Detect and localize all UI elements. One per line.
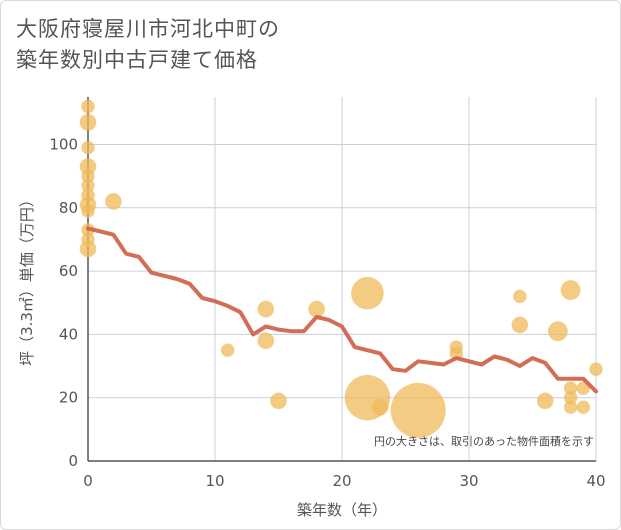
- data-bubble: [589, 362, 603, 376]
- data-bubble: [79, 240, 97, 258]
- data-bubble: [79, 114, 97, 131]
- data-bubble: [563, 400, 578, 414]
- title-line-2: 築年数別中古戸建て価格: [16, 48, 258, 72]
- data-bubble: [560, 280, 581, 300]
- data-bubble: [563, 381, 578, 395]
- data-bubble: [563, 390, 578, 405]
- data-bubble: [221, 343, 235, 357]
- y-tick-label: 80: [59, 199, 78, 217]
- data-bubble: [81, 178, 95, 193]
- y-tick-label: 60: [59, 262, 78, 280]
- data-bubble: [536, 392, 554, 410]
- x-tick-label: 0: [83, 472, 93, 490]
- data-bubble: [351, 276, 384, 310]
- data-bubble: [105, 193, 122, 210]
- data-bubble: [548, 321, 568, 342]
- y-tick-label: 100: [49, 135, 78, 153]
- data-bubble: [371, 398, 389, 416]
- y-tick-label: 0: [68, 452, 78, 470]
- data-bubble: [81, 140, 95, 155]
- y-axis-label: 坪（3.3㎡）単価（万円）: [18, 192, 36, 366]
- x-tick-label: 20: [332, 472, 351, 490]
- chart-title: 大阪府寝屋川市河北中町の 築年数別中古戸建て価格: [16, 14, 280, 76]
- data-bubble: [449, 346, 463, 361]
- y-tick-label: 20: [59, 389, 78, 407]
- data-bubble: [81, 204, 95, 218]
- data-bubble: [511, 316, 529, 334]
- x-tick-label: 10: [205, 472, 224, 490]
- data-bubble: [576, 400, 590, 414]
- data-bubble: [390, 382, 446, 438]
- data-bubble: [257, 332, 275, 350]
- trend-line: [86, 226, 598, 394]
- x-tick-label: 40: [586, 472, 605, 490]
- y-tick-label: 40: [59, 325, 78, 343]
- x-axis-label: 築年数（年）: [297, 501, 387, 519]
- x-tick-label: 30: [459, 472, 478, 490]
- data-bubble: [270, 392, 287, 410]
- data-bubble: [257, 300, 275, 318]
- size-note: 円の大きさは、取引のあった物件面積を示す: [374, 434, 594, 448]
- data-bubble: [79, 158, 97, 175]
- data-bubble: [513, 289, 527, 304]
- data-bubble: [81, 169, 95, 183]
- data-bubble: [308, 300, 325, 318]
- data-bubble: [81, 99, 95, 114]
- title-line-1: 大阪府寝屋川市河北中町の: [16, 17, 280, 41]
